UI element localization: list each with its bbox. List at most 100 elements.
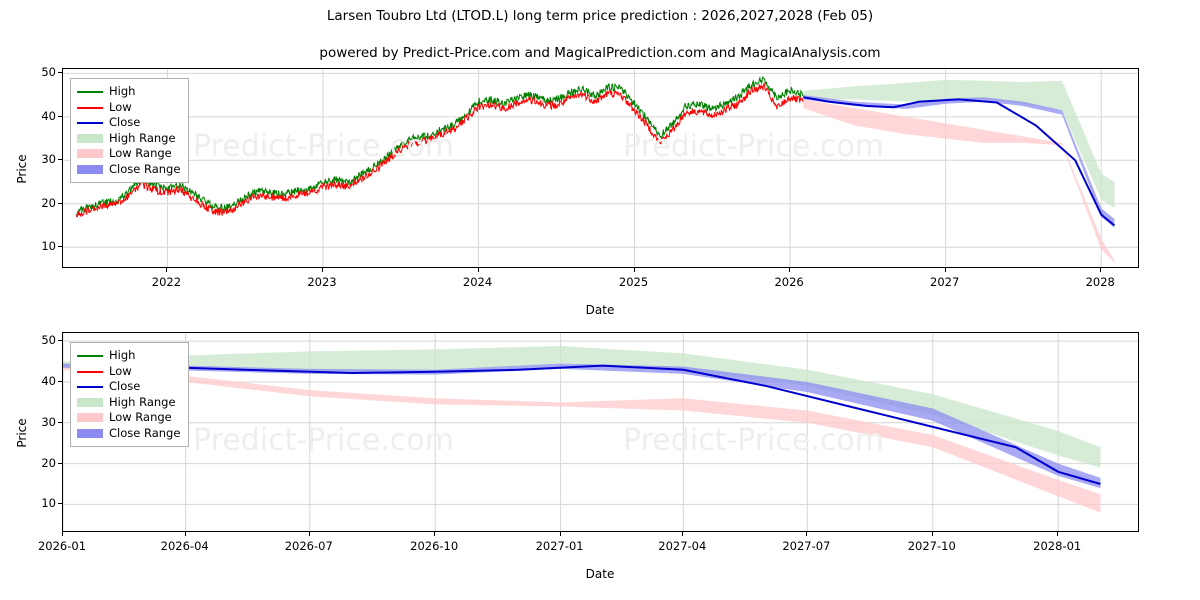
legend-swatch-icon <box>77 148 103 159</box>
x-tick-mark <box>682 532 684 536</box>
band-low-range <box>803 99 1115 263</box>
legend-swatch-icon <box>77 397 103 408</box>
legend-swatch-icon <box>77 117 103 128</box>
legend-label: Low <box>109 363 132 378</box>
y-tick-label: 30 <box>41 414 56 429</box>
legend-swatch-icon <box>77 133 103 144</box>
legend-label: Close Range <box>109 425 181 440</box>
lower-legend-item-close-range: Close Range <box>77 426 180 442</box>
x-tick-label: 2026-07 <box>284 539 333 553</box>
upper-y-axis-label: Price <box>15 154 29 184</box>
series-low <box>75 82 804 218</box>
legend-label: High Range <box>109 394 176 409</box>
legend-label: Low <box>109 99 132 114</box>
lower-y-axis-label: Price <box>15 418 29 448</box>
x-tick-label: 2022 <box>151 275 182 289</box>
x-tick-label: 2027-01 <box>535 539 584 553</box>
lower-legend-item-high: High <box>77 348 180 364</box>
x-tick-label: 2027-07 <box>782 539 831 553</box>
legend-label: Close <box>109 115 141 129</box>
x-tick-label: 2023 <box>307 275 337 289</box>
y-tick-label: 20 <box>41 455 56 470</box>
legend-label: Close Range <box>109 161 181 176</box>
upper-chart-svg <box>63 69 1138 267</box>
upper-legend-item-close: Close <box>77 115 180 131</box>
legend-swatch-icon <box>77 350 103 361</box>
x-tick-label: 2027 <box>930 275 960 289</box>
x-tick-mark <box>477 268 479 272</box>
y-tick-mark <box>58 380 62 382</box>
chart-title: Larsen Toubro Ltd (LTOD.L) long term pri… <box>326 8 874 24</box>
chart-subtitle: powered by Predict-Price.com and Magical… <box>319 45 881 61</box>
legend-label: Low Range <box>109 146 172 160</box>
x-tick-label: 2028-01 <box>1033 539 1082 553</box>
y-tick-label: 40 <box>41 108 56 123</box>
x-tick-label: 2026-10 <box>410 539 459 553</box>
y-tick-mark <box>58 421 62 423</box>
x-tick-mark <box>434 532 436 536</box>
legend-label: High <box>109 84 136 98</box>
lower-chart-plot-area: Predict-Price.com Predict-Price.com <box>62 332 1139 532</box>
y-tick-label: 10 <box>41 496 56 511</box>
x-tick-mark <box>931 532 933 536</box>
x-tick-mark <box>321 268 323 272</box>
lower-x-axis-label: Date <box>585 567 615 581</box>
legend-swatch-icon <box>77 412 103 423</box>
upper-chart-legend: High Low Close High Range Low Range Close Ran… <box>70 78 190 183</box>
legend-swatch-icon <box>77 366 103 377</box>
y-tick-mark <box>58 115 62 117</box>
legend-swatch-icon <box>77 102 103 113</box>
legend-label: Close <box>109 379 141 393</box>
y-tick-mark <box>58 340 62 342</box>
series-close <box>803 96 1116 227</box>
x-tick-label: 2024 <box>462 275 493 289</box>
x-tick-mark <box>184 532 186 536</box>
lower-legend-item-low-range: Low Range <box>77 410 180 426</box>
series-close <box>105 364 1101 485</box>
lower-legend-item-low: Low <box>77 364 180 380</box>
x-tick-mark <box>1100 268 1102 272</box>
upper-legend-item-high-range: High Range <box>77 131 180 147</box>
y-tick-mark <box>58 246 62 248</box>
legend-swatch-icon <box>77 86 103 97</box>
y-tick-label: 10 <box>41 239 56 254</box>
x-tick-label: 2027-10 <box>907 539 956 553</box>
y-tick-label: 20 <box>41 195 56 210</box>
x-tick-label: 2026-01 <box>37 539 87 553</box>
series-high <box>75 75 804 216</box>
band-close-range <box>63 363 1101 489</box>
x-tick-mark <box>1057 532 1059 536</box>
upper-chart-plot-area: Predict-Price.com Predict-Price.com <box>62 68 1139 268</box>
legend-label: High <box>109 348 136 362</box>
band-high-range <box>803 79 1115 209</box>
lower-legend-item-high-range: High Range <box>77 395 180 411</box>
upper-legend-item-low: Low <box>77 100 180 116</box>
x-tick-mark <box>62 532 63 536</box>
legend-swatch-icon <box>77 164 103 175</box>
legend-swatch-icon <box>77 381 103 392</box>
upper-legend-item-close-range: Close Range <box>77 162 180 178</box>
lower-chart-svg <box>63 333 1138 531</box>
band-low-range <box>63 365 1101 513</box>
y-tick-label: 50 <box>41 65 56 80</box>
legend-label: High Range <box>109 130 176 145</box>
band-high-range <box>63 346 1101 468</box>
x-tick-label: 2025 <box>618 275 649 289</box>
legend-label: Low Range <box>109 410 172 424</box>
y-tick-label: 40 <box>41 373 56 388</box>
y-tick-mark <box>58 202 62 204</box>
legend-swatch-icon <box>77 428 103 439</box>
x-tick-label: 2026 <box>774 275 804 289</box>
upper-legend-item-low-range: Low Range <box>77 146 180 162</box>
y-tick-label: 50 <box>41 333 56 348</box>
y-tick-mark <box>58 503 62 505</box>
y-tick-mark <box>58 462 62 464</box>
y-tick-mark <box>58 72 62 74</box>
x-tick-mark <box>308 532 310 536</box>
x-tick-label: 2028 <box>1085 275 1115 289</box>
lower-chart-legend: High Low Close High Range Low Range Close Ran… <box>70 342 190 447</box>
lower-legend-item-close: Close <box>77 379 180 395</box>
x-tick-label: 2027-04 <box>658 539 707 553</box>
x-tick-mark <box>789 268 791 272</box>
